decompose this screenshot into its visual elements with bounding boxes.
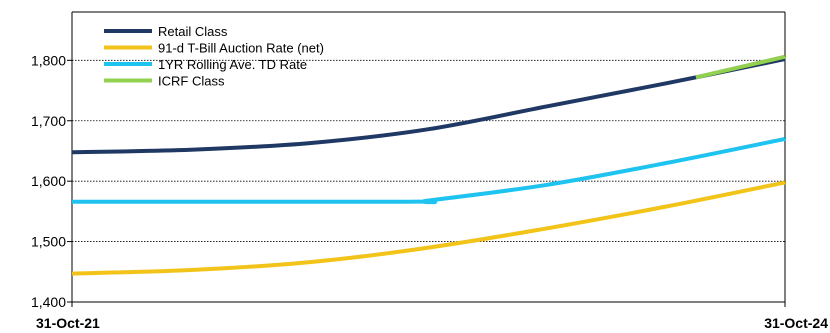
- x-tick-label: 31-Oct-24: [764, 315, 828, 331]
- y-tick-label: 1,400: [31, 294, 66, 310]
- series-line-retail-class: [71, 57, 786, 155]
- x-tick-label: 31-Oct-21: [36, 315, 100, 331]
- legend-label: 91-d T-Bill Auction Rate (net): [158, 41, 324, 56]
- series-line-1yr-rolling-ave-td-rate: [71, 136, 786, 205]
- series-lines: [71, 54, 786, 276]
- legend-label: 1YR Rolling Ave. TD Rate: [158, 57, 307, 72]
- legend-label: Retail Class: [158, 24, 228, 39]
- legend-label: ICRF Class: [158, 74, 225, 89]
- series-line-91-d-t-bill-auction-rate-net: [71, 180, 786, 276]
- legend: Retail Class 91-d T-Bill Auction Rate (ne…: [104, 24, 324, 89]
- y-tick-label: 1,500: [31, 234, 66, 250]
- y-tick-label: 1,600: [31, 173, 66, 189]
- series-line-icrf-class: [695, 54, 786, 80]
- y-tick-label: 1,800: [31, 52, 66, 68]
- x-tick-labels: 31-Oct-21 31-Oct-24: [36, 315, 828, 331]
- grid-lines: [72, 59, 785, 242]
- y-tick-label: 1,700: [31, 113, 66, 129]
- y-tick-labels: 1,400 1,500 1,600 1,700 1,800: [31, 52, 66, 310]
